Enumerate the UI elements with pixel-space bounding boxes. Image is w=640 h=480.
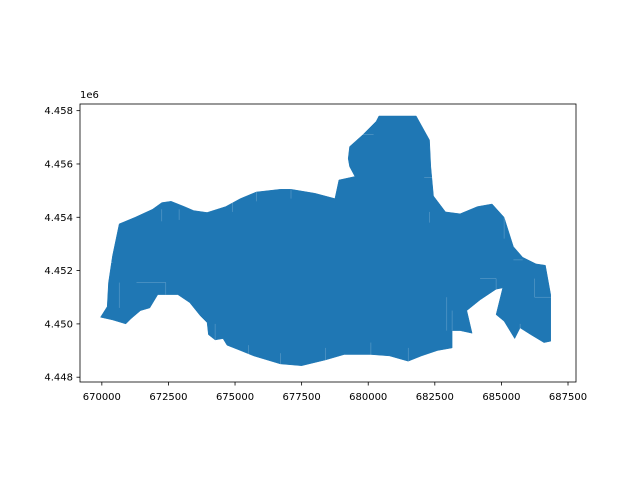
map-layer <box>100 115 551 366</box>
y-tick-label: 4.458 <box>44 106 73 117</box>
y-tick-label: 4.454 <box>44 213 73 224</box>
y-tick-label: 4.448 <box>44 373 73 384</box>
y-offset-label: 1e6 <box>80 90 99 101</box>
x-tick-label: 680000 <box>349 392 387 403</box>
x-tick-label: 677500 <box>283 392 321 403</box>
region-polygon <box>100 115 551 366</box>
x-axis: 670000 672500 675000 677500 680000 682500 6850… <box>83 382 587 403</box>
x-tick-label: 670000 <box>83 392 121 403</box>
x-tick-label: 682500 <box>416 392 454 403</box>
x-tick-label: 675000 <box>216 392 254 403</box>
x-tick-label: 687500 <box>549 392 587 403</box>
y-tick-label: 4.452 <box>44 266 73 277</box>
y-tick-label: 4.450 <box>44 319 73 330</box>
axes-frame <box>79 103 577 383</box>
x-tick-label: 672500 <box>149 392 187 403</box>
interior-boundary-line <box>534 278 551 298</box>
y-axis: 4.448 4.450 4.452 4.454 4.456 4.458 <box>44 106 80 384</box>
x-tick-label: 685000 <box>482 392 520 403</box>
y-tick-label: 4.456 <box>44 159 73 170</box>
interior-boundary-line <box>136 282 167 295</box>
interior-boundaries <box>107 134 551 364</box>
